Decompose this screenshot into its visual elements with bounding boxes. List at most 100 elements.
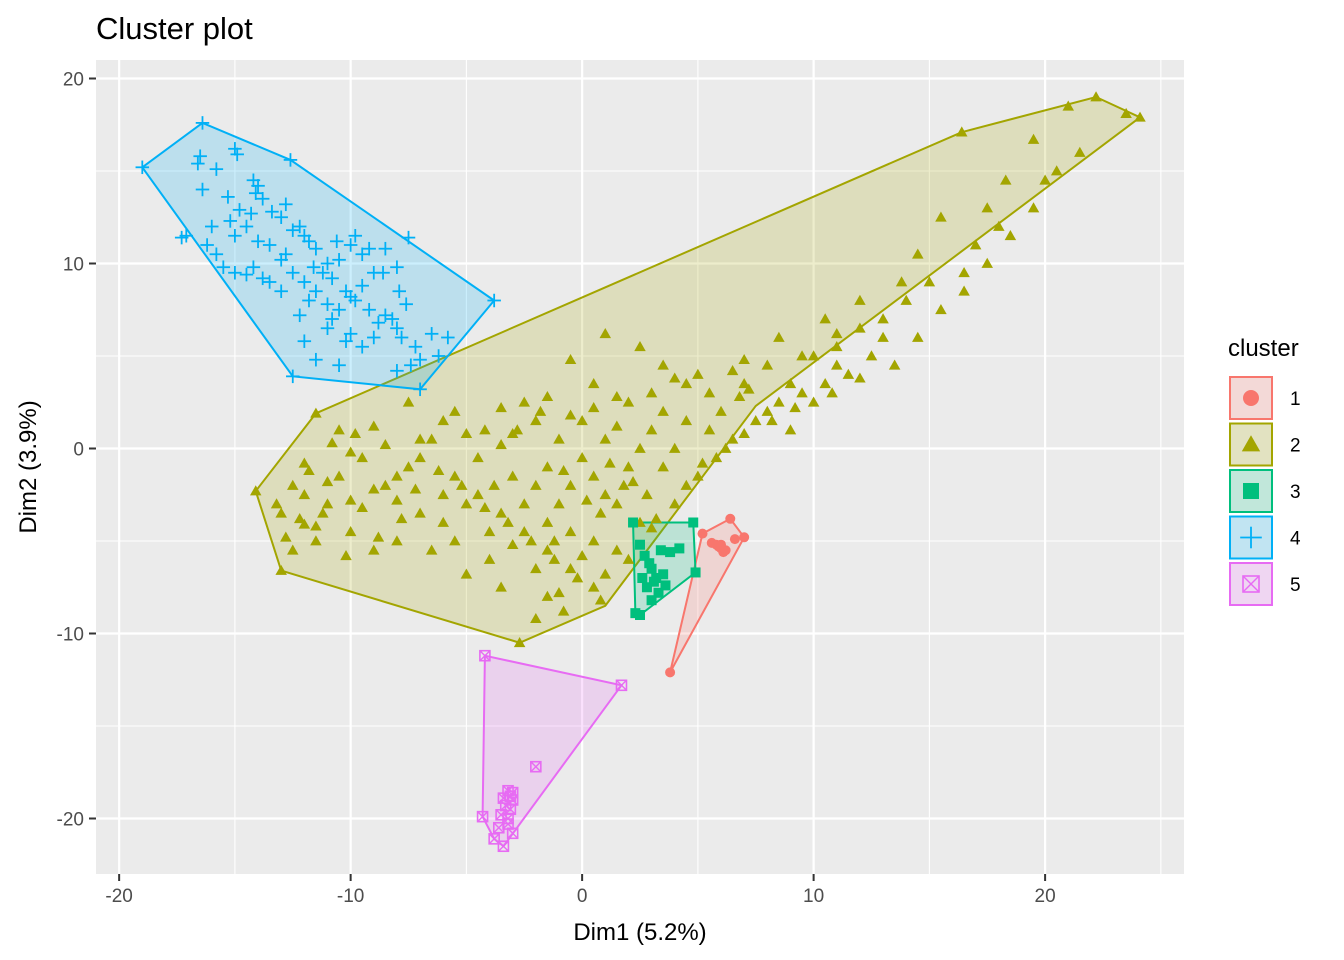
point-cluster-4 (390, 260, 404, 274)
point-cluster-2 (437, 415, 449, 426)
point-cluster-4 (230, 147, 244, 162)
point-cluster-2 (912, 331, 924, 342)
point-cluster-4 (223, 214, 238, 228)
point-cluster-2 (796, 350, 808, 361)
point-cluster-2 (761, 405, 774, 416)
x-axis-title: Dim1 (5.2%) (573, 919, 706, 946)
point-cluster-2 (657, 461, 669, 472)
point-cluster-4 (309, 352, 323, 367)
point-cluster-2 (831, 359, 843, 370)
point-cluster-2 (576, 550, 588, 561)
point-cluster-4 (348, 229, 363, 243)
point-cluster-2 (391, 535, 403, 546)
point-cluster-2 (826, 387, 838, 398)
plot-panel (96, 60, 1184, 874)
point-cluster-2 (530, 479, 542, 490)
point-cluster-4 (332, 303, 346, 317)
cluster-points-5 (476, 649, 628, 853)
point-cluster-2 (456, 479, 468, 490)
legend: cluster 1 2 3 4 5 (1228, 335, 1301, 606)
point-cluster-2 (506, 538, 519, 550)
point-cluster-2 (280, 531, 292, 542)
point-cluster-2 (432, 464, 445, 476)
point-cluster-4 (339, 334, 353, 348)
point-cluster-2 (472, 489, 484, 500)
point-cluster-3 (653, 587, 664, 598)
legend-marker-1 (1243, 390, 1259, 406)
point-cluster-2 (564, 353, 577, 365)
point-cluster-4 (262, 238, 277, 252)
point-cluster-2 (587, 402, 600, 413)
point-cluster-2 (518, 526, 531, 537)
point-cluster-4 (332, 358, 346, 372)
point-cluster-4 (251, 234, 265, 249)
point-cluster-4 (378, 308, 393, 323)
y-tick-label: -10 (57, 625, 84, 646)
point-cluster-2 (395, 513, 408, 524)
point-cluster-2 (557, 605, 570, 616)
point-cluster-5 (488, 833, 500, 845)
point-cluster-2 (1120, 107, 1132, 118)
point-cluster-2 (425, 433, 438, 444)
point-cluster-2 (349, 427, 362, 439)
point-cluster-5 (615, 679, 628, 692)
point-cluster-4 (193, 149, 207, 163)
point-cluster-2 (877, 331, 889, 342)
point-cluster-4 (228, 229, 242, 243)
point-cluster-2 (333, 470, 345, 481)
point-cluster-2 (784, 378, 797, 389)
point-cluster-2 (479, 501, 491, 513)
point-cluster-2 (726, 433, 739, 444)
point-cluster-2 (310, 535, 322, 546)
point-cluster-2 (275, 507, 287, 518)
point-cluster-2 (402, 396, 415, 407)
point-cluster-3 (665, 547, 676, 558)
point-cluster-4 (297, 275, 312, 289)
point-cluster-2 (819, 378, 831, 389)
point-cluster-4 (274, 284, 288, 298)
legend-item-3: 3 (1229, 469, 1301, 513)
point-cluster-2 (789, 402, 801, 413)
legend-item-2: 2 (1229, 422, 1301, 467)
point-cluster-4 (248, 186, 263, 200)
point-cluster-2 (317, 507, 329, 518)
point-cluster-2 (900, 294, 912, 305)
point-cluster-4 (135, 160, 150, 175)
point-cluster-2 (495, 507, 507, 518)
point-cluster-2 (409, 483, 422, 494)
point-cluster-2 (488, 479, 500, 490)
point-cluster-2 (692, 368, 704, 379)
point-cluster-4 (371, 315, 386, 330)
point-cluster-2 (807, 350, 820, 361)
point-cluster-2 (766, 415, 778, 426)
point-cluster-2 (379, 439, 392, 450)
point-cluster-2 (564, 409, 577, 420)
point-cluster-4 (355, 247, 369, 261)
legend-marker-3 (1243, 483, 1259, 499)
point-cluster-2 (518, 498, 531, 509)
point-cluster-4 (390, 364, 404, 378)
point-cluster-5 (497, 792, 510, 804)
point-cluster-2 (719, 442, 732, 453)
point-cluster-2 (895, 276, 908, 287)
point-cluster-4 (394, 330, 409, 345)
y-axis: -20 -10 0 10 20 (57, 70, 96, 831)
point-cluster-2 (1004, 230, 1017, 241)
point-cluster-2 (564, 563, 577, 574)
point-cluster-5 (497, 840, 510, 853)
y-tick-label: 0 (73, 440, 84, 461)
cluster-points-4 (135, 116, 501, 397)
point-cluster-3 (628, 517, 639, 528)
point-cluster-4 (174, 230, 189, 245)
point-cluster-2 (1074, 146, 1086, 157)
point-cluster-2 (340, 550, 352, 561)
point-cluster-2 (599, 433, 612, 444)
y-axis-title: Dim2 (3.9%) (15, 400, 42, 533)
point-cluster-4 (413, 352, 427, 367)
point-cluster-2 (541, 461, 554, 472)
point-cluster-4 (262, 275, 277, 289)
point-cluster-2 (344, 526, 357, 537)
point-cluster-2 (738, 378, 750, 389)
point-cluster-2 (437, 516, 449, 527)
